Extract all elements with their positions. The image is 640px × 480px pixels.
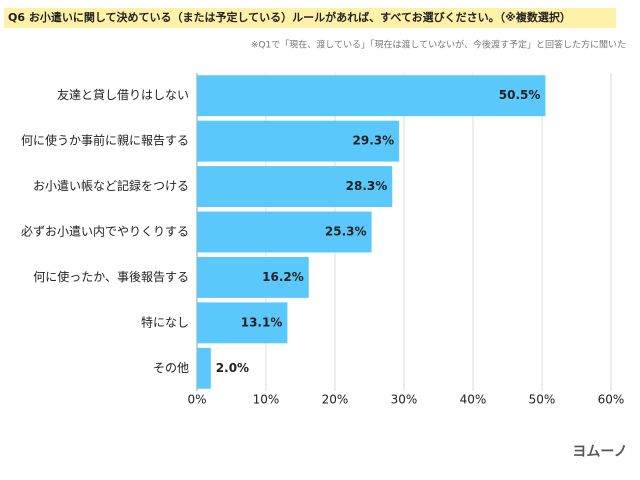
y-tick-label: 友達と貸し借りはしない (57, 87, 189, 102)
y-tick-label: 特になし (141, 314, 189, 329)
x-tick-label: 40% (460, 393, 487, 407)
x-tick-label: 60% (598, 393, 625, 407)
x-tick-label: 20% (322, 393, 349, 407)
y-tick-label: 必ずお小遣い内でやりくりする (21, 224, 189, 239)
value-label: 13.1% (241, 315, 283, 329)
bar (197, 256, 309, 298)
y-tick-label: 何に使ったか、事後報告する (33, 269, 189, 284)
y-tick-label: お小遣い帳など記録をつける (33, 178, 189, 193)
value-label: 16.2% (262, 270, 304, 284)
bar (197, 302, 288, 344)
y-tick-label: その他 (153, 361, 189, 375)
chart-subtitle: ※Q1で「現在、渡している」「現在は渡していないが、今後渡す予定」と回答した方に… (251, 39, 626, 51)
title-highlight (4, 8, 616, 28)
logo: ヨムーノ (572, 444, 627, 460)
value-label: 28.3% (346, 179, 388, 193)
chart-title: Q6 お小遣いに関して決めている（または予定している）ルールがあれば、すべてお選… (8, 10, 571, 24)
bar (197, 166, 393, 208)
value-label: 2.0% (216, 361, 249, 375)
x-tick-label: 50% (529, 393, 556, 407)
x-tick-label: 30% (391, 393, 418, 407)
bar (197, 347, 211, 389)
value-label: 29.3% (353, 134, 395, 148)
value-label: 25.3% (325, 225, 367, 239)
bar (197, 75, 546, 117)
x-tick-label: 10% (253, 393, 280, 407)
bar (197, 211, 372, 253)
y-tick-label: 何に使うか事前に親に報告する (21, 133, 189, 148)
value-label: 50.5% (499, 88, 541, 102)
x-tick-label: 0% (187, 393, 206, 407)
bar (197, 120, 400, 162)
